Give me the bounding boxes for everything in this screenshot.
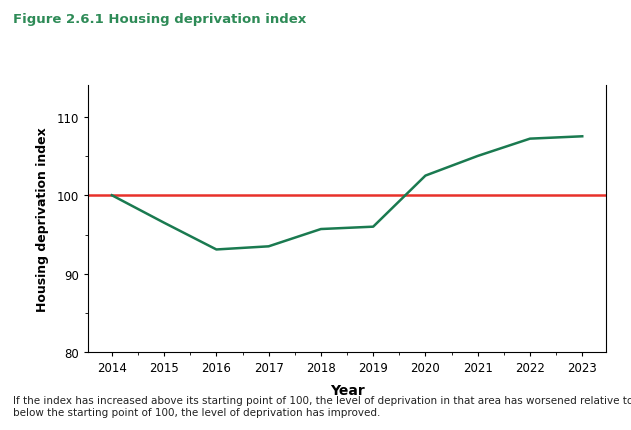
Text: Figure 2.6.1 Housing deprivation index: Figure 2.6.1 Housing deprivation index (13, 13, 306, 26)
Text: If the index has increased above its starting point of 100, the level of depriva: If the index has increased above its sta… (13, 396, 631, 417)
Y-axis label: Housing deprivation index: Housing deprivation index (35, 127, 49, 311)
X-axis label: Year: Year (329, 383, 365, 397)
